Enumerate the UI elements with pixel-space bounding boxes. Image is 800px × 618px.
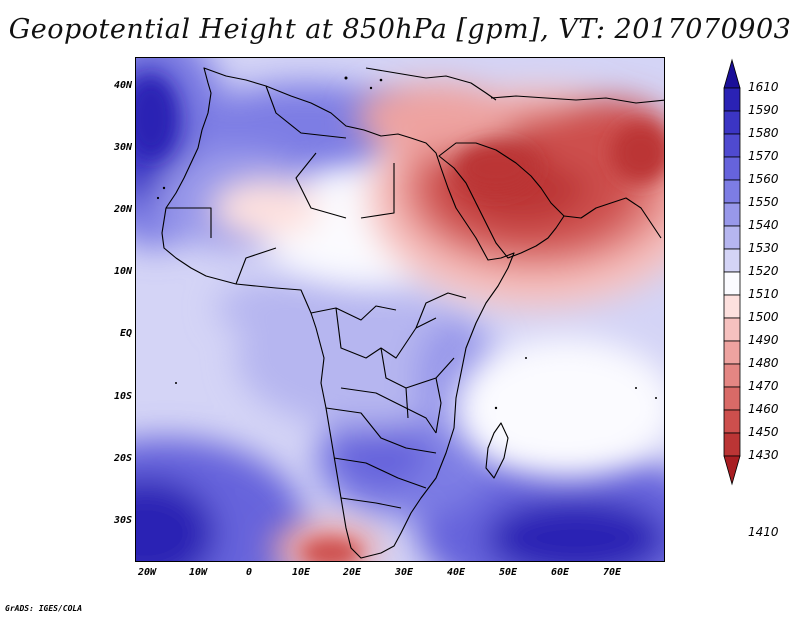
lon-label-30e: 30E xyxy=(394,567,414,578)
colorbar-bottom-arrow xyxy=(723,455,741,486)
colorbar-swatch xyxy=(723,294,741,319)
colorbar-label-1450: 1450 xyxy=(748,425,779,439)
colorbar-swatch xyxy=(723,271,741,296)
lon-label-40e: 40E xyxy=(446,567,466,578)
lat-label-30n: 30N xyxy=(113,142,132,153)
lon-label-20e: 20E xyxy=(342,567,362,578)
lon-label-10e: 10E xyxy=(291,567,311,578)
colorbar-swatch xyxy=(723,179,741,204)
lat-label-40n: 40N xyxy=(113,80,132,91)
height-field-detail xyxy=(136,78,664,561)
lon-label-0: 0 xyxy=(245,567,253,578)
lat-label-20s: 20S xyxy=(113,453,132,464)
colorbar-label-1460: 1460 xyxy=(748,402,779,416)
map-plot-area xyxy=(135,57,665,562)
colorbar-label-1550: 1550 xyxy=(748,195,779,209)
colorbar-label-1580: 1580 xyxy=(748,126,779,140)
colorbar-swatch xyxy=(723,156,741,181)
colorbar-label-1540: 1540 xyxy=(748,218,779,232)
height-field-red xyxy=(211,83,664,561)
colorbar-label-1470: 1470 xyxy=(748,379,779,393)
coastlines xyxy=(161,67,664,559)
lat-label-10s: 10S xyxy=(113,391,132,402)
lon-label-10w: 10W xyxy=(188,567,208,578)
colorbar-swatch xyxy=(723,110,741,135)
colorbar xyxy=(723,58,741,486)
colorbar-swatch xyxy=(723,409,741,434)
chart-title: Geopotential Height at 850hPa [gpm], VT:… xyxy=(8,14,792,45)
colorbar-swatch xyxy=(723,225,741,250)
colorbar-label-1610: 1610 xyxy=(748,80,779,94)
lat-label-10n: 10N xyxy=(113,266,132,277)
colorbar-top-arrow xyxy=(723,58,741,89)
colorbar-swatch xyxy=(723,340,741,365)
colorbar-label-1490: 1490 xyxy=(748,333,779,347)
colorbar-swatch xyxy=(723,133,741,158)
colorbar-label-1430: 1430 xyxy=(748,448,779,462)
colorbar-label-1410: 1410 xyxy=(748,525,779,539)
colorbar-swatch xyxy=(723,87,741,112)
colorbar-swatch xyxy=(723,248,741,273)
lon-label-20w: 20W xyxy=(137,567,157,578)
colorbar-swatch xyxy=(723,317,741,342)
lat-label-eq: EQ xyxy=(119,328,132,339)
colorbar-label-1570: 1570 xyxy=(748,149,779,163)
colorbar-label-1510: 1510 xyxy=(748,287,779,301)
lat-label-30s: 30S xyxy=(113,515,132,526)
colorbar-swatch xyxy=(723,386,741,411)
lon-label-50e: 50E xyxy=(498,567,518,578)
colorbar-swatch xyxy=(723,202,741,227)
lon-label-60e: 60E xyxy=(550,567,570,578)
lon-label-70e: 70E xyxy=(602,567,622,578)
islands xyxy=(156,76,657,410)
colorbar-swatch xyxy=(723,432,741,457)
colorbar-label-1500: 1500 xyxy=(748,310,779,324)
colorbar-label-1520: 1520 xyxy=(748,264,779,278)
colorbar-label-1590: 1590 xyxy=(748,103,779,117)
colorbar-label-1480: 1480 xyxy=(748,356,779,370)
grads-credit: GrADS: IGES/COLA xyxy=(5,604,83,613)
colorbar-label-1530: 1530 xyxy=(748,241,779,255)
lat-label-20n: 20N xyxy=(113,204,132,215)
colorbar-swatch xyxy=(723,363,741,388)
colorbar-label-1560: 1560 xyxy=(748,172,779,186)
